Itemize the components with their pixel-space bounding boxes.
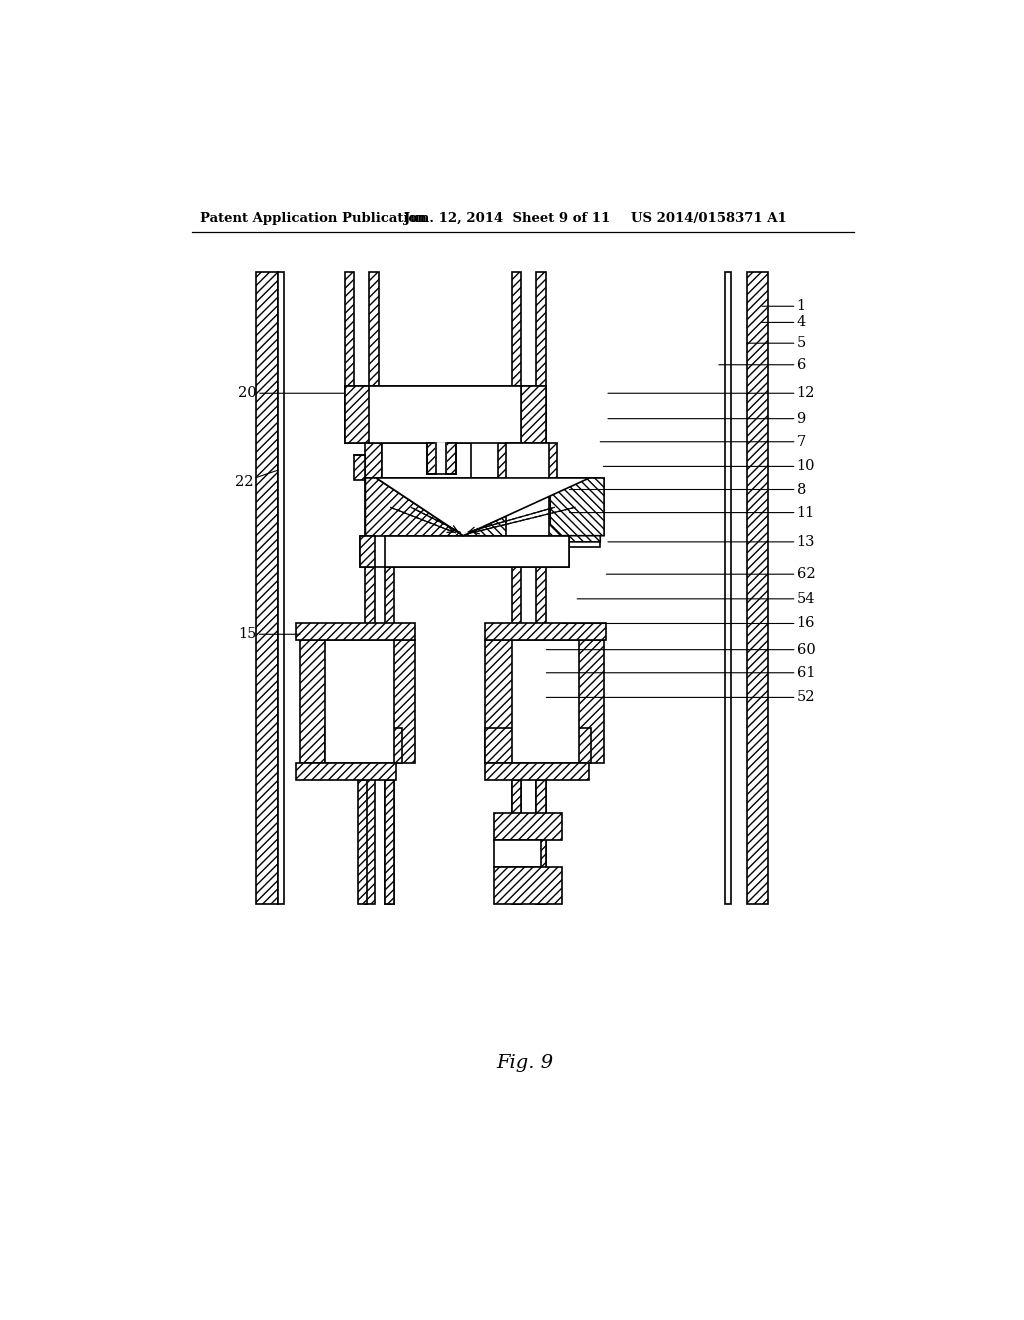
Text: 7: 7	[600, 434, 806, 449]
Bar	[484, 729, 591, 763]
Text: 9: 9	[608, 412, 806, 425]
Text: 6: 6	[719, 358, 806, 372]
Bar	[512, 780, 521, 904]
Bar	[494, 867, 562, 904]
Bar	[256, 272, 278, 904]
Text: 11: 11	[569, 506, 815, 520]
Text: 22: 22	[234, 470, 278, 488]
Text: Patent Application Publication: Patent Application Publication	[200, 213, 427, 224]
Polygon shape	[376, 478, 590, 536]
Polygon shape	[463, 478, 600, 543]
Bar	[725, 272, 731, 904]
Text: 54: 54	[578, 591, 815, 606]
Bar	[326, 729, 402, 763]
Bar	[360, 536, 376, 566]
Text: 13: 13	[608, 535, 815, 549]
Text: Fig. 9: Fig. 9	[497, 1055, 553, 1072]
Text: 52: 52	[547, 690, 815, 705]
Bar	[494, 813, 562, 840]
Bar	[537, 444, 546, 904]
Bar	[360, 536, 569, 566]
Bar	[521, 385, 546, 444]
Bar	[746, 272, 768, 904]
Text: 16: 16	[562, 616, 815, 631]
Bar	[382, 444, 471, 480]
Text: 60: 60	[547, 643, 815, 656]
Bar	[370, 385, 521, 444]
Bar	[537, 272, 546, 444]
Bar	[385, 566, 394, 904]
Text: 8: 8	[569, 483, 806, 496]
Bar	[354, 455, 366, 480]
Bar	[512, 640, 580, 763]
Text: 10: 10	[603, 459, 815, 474]
Bar	[446, 444, 456, 474]
Text: 1: 1	[762, 300, 806, 313]
Bar	[366, 566, 375, 904]
Polygon shape	[550, 478, 604, 536]
Bar	[366, 444, 382, 480]
Bar	[345, 385, 379, 444]
Bar	[385, 536, 569, 566]
Bar	[512, 444, 521, 904]
Polygon shape	[366, 478, 463, 543]
Bar	[345, 385, 379, 444]
Bar	[484, 623, 606, 640]
Bar	[357, 780, 367, 904]
Bar	[494, 840, 541, 867]
Bar	[296, 763, 396, 780]
Text: Jun. 12, 2014  Sheet 9 of 11: Jun. 12, 2014 Sheet 9 of 11	[403, 213, 610, 224]
Bar	[537, 780, 546, 904]
Text: 62: 62	[606, 568, 815, 581]
Text: 5: 5	[746, 337, 806, 350]
Bar	[278, 272, 284, 904]
Text: 4: 4	[762, 315, 806, 330]
Text: US 2014/0158371 A1: US 2014/0158371 A1	[631, 213, 786, 224]
Bar	[484, 763, 589, 780]
Bar	[366, 478, 600, 548]
Text: 61: 61	[547, 665, 815, 680]
Bar	[300, 640, 416, 763]
Bar	[484, 640, 604, 763]
Bar	[345, 272, 354, 444]
Text: 12: 12	[608, 387, 815, 400]
Bar	[512, 272, 521, 444]
Bar	[296, 623, 416, 640]
Bar	[370, 272, 379, 444]
Text: 15: 15	[239, 627, 300, 642]
Bar	[506, 444, 550, 552]
Bar	[326, 640, 394, 763]
Bar	[436, 444, 446, 474]
Text: 20: 20	[239, 387, 345, 400]
Bar	[498, 444, 557, 552]
Bar	[427, 444, 436, 474]
Bar	[385, 780, 394, 904]
